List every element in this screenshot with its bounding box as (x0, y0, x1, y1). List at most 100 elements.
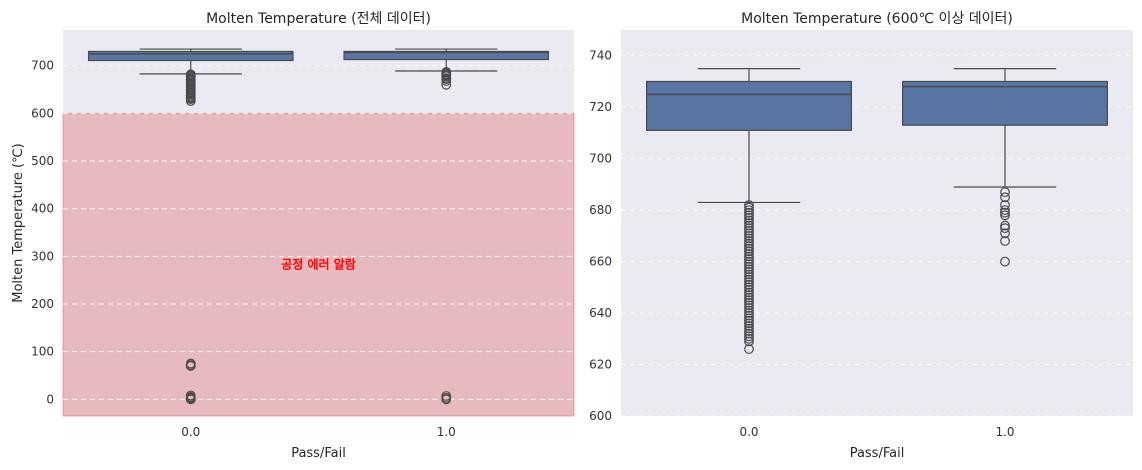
outlier-point (744, 241, 754, 252)
outlier-point (1000, 205, 1010, 216)
outlier-point (744, 207, 754, 218)
y-tick-label: 680 (589, 203, 612, 217)
outlier-point (744, 220, 754, 231)
y-tick-label: 400 (31, 202, 54, 216)
chart-title: Molten Temperature (600℃ 이상 데이터) (741, 11, 1013, 27)
y-tick-label: 300 (31, 249, 54, 263)
outlier-point (744, 246, 754, 257)
y-tick-label: 740 (589, 49, 612, 63)
outlier-point (1000, 223, 1010, 234)
outlier-point (744, 333, 754, 344)
outlier-point (441, 76, 452, 86)
alarm-region (62, 112, 575, 417)
outlier-point (744, 303, 754, 313)
outlier-point (744, 238, 754, 249)
outlier-point (1000, 228, 1010, 239)
outlier-point (744, 305, 754, 316)
outlier-point (185, 96, 196, 106)
x-tick-label: 0.0 (181, 425, 200, 439)
outlier-point (744, 297, 754, 308)
plot-panel-1 (62, 30, 575, 417)
outlier-point (744, 218, 754, 228)
outlier-point (744, 290, 754, 300)
outlier-point (744, 210, 754, 221)
plot-panel-2 (621, 30, 1133, 417)
outlier-point (1000, 256, 1010, 267)
outlier-point (1000, 236, 1010, 246)
outlier-point (744, 205, 754, 216)
outlier-point (744, 264, 754, 275)
outlier-point (744, 310, 754, 321)
outlier-point (744, 282, 754, 293)
x-axis-label: Pass/Fail (291, 446, 346, 461)
outlier-point (744, 254, 754, 264)
outlier-point (1000, 192, 1010, 203)
outlier-point (744, 212, 754, 223)
outlier-point (1000, 187, 1010, 198)
outlier-point (744, 279, 754, 290)
y-tick-label: 620 (589, 358, 612, 372)
outlier-point (744, 233, 754, 244)
outlier-point (744, 277, 754, 288)
x-tick-label: 1.0 (995, 425, 1014, 439)
outlier-point (744, 336, 754, 347)
outlier-point (744, 259, 754, 270)
outlier-point (744, 313, 754, 324)
outlier-point (744, 261, 754, 272)
outlier-point (744, 256, 754, 267)
outlier-point (744, 318, 754, 329)
outlier-point (744, 326, 754, 336)
y-tick-label: 500 (31, 154, 54, 168)
outlier-point (744, 321, 754, 331)
outlier-point (744, 225, 754, 236)
outlier-point (1000, 220, 1010, 231)
chart-title: Molten Temperature (전체 데이터) (206, 11, 431, 27)
outlier-point (744, 285, 754, 295)
outlier-point (744, 300, 754, 311)
y-tick-label: 700 (589, 152, 612, 166)
outlier-point (744, 269, 754, 280)
outlier-point (441, 79, 452, 90)
outlier-point (744, 266, 754, 277)
x-tick-label: 0.0 (739, 425, 758, 439)
y-tick-label: 720 (589, 100, 612, 114)
outlier-point (744, 331, 754, 342)
outlier-point (744, 292, 754, 303)
x-tick-label: 1.0 (437, 425, 456, 439)
alarm-region-label: 공정 에러 알람 (281, 257, 356, 272)
outlier-point (744, 295, 754, 306)
outlier-point (1000, 207, 1010, 218)
box-0.0 (87, 48, 294, 405)
outlier-point (744, 308, 754, 318)
y-tick-label: 640 (589, 306, 612, 320)
outlier-point (744, 230, 754, 241)
outlier-point (1000, 210, 1010, 221)
box-1.0 (343, 48, 550, 405)
outlier-point (744, 228, 754, 239)
outlier-point (744, 328, 754, 339)
outlier-point (744, 287, 754, 298)
outlier-point (744, 272, 754, 282)
y-tick-label: 200 (31, 297, 54, 311)
outlier-point (185, 394, 196, 405)
outlier-point (744, 251, 754, 262)
outlier-point (744, 243, 754, 254)
y-tick-label: 600 (31, 106, 54, 120)
outlier-point (744, 274, 754, 285)
box-iqr (901, 80, 1108, 126)
y-tick-label: 600 (589, 409, 612, 423)
outlier-point (744, 315, 754, 326)
outlier-point (744, 215, 754, 226)
outlier-point (441, 394, 452, 405)
outlier-point (744, 236, 754, 246)
outlier-point (744, 223, 754, 234)
box-1.0 (901, 67, 1108, 267)
y-tick-label: 660 (589, 255, 612, 269)
box-iqr (87, 50, 294, 62)
outlier-point (744, 202, 754, 213)
y-tick-label: 0 (46, 392, 54, 406)
x-axis-label: Pass/Fail (850, 446, 905, 461)
outlier-point (185, 361, 196, 371)
box-iqr (343, 50, 550, 61)
